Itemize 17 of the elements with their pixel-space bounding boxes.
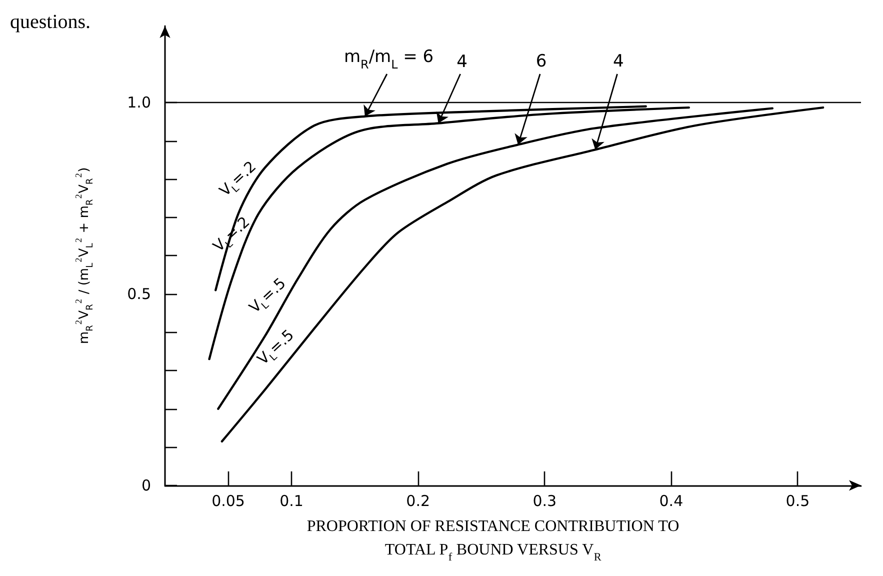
y-tick-label: 0.5 — [127, 284, 151, 303]
y-tick-label: 1.0 — [127, 94, 151, 112]
y-tick-label: 0 — [141, 476, 151, 494]
text: mR2VR2 / (mL2VL2 + mR2VR2) — [74, 167, 96, 344]
text: VL=.5 — [246, 274, 290, 317]
x-tick-label: 0.4 — [659, 492, 684, 510]
annotation: 4 — [456, 52, 468, 72]
text: VL=.5 — [254, 326, 298, 368]
x-tick-label: 0.05 — [212, 492, 245, 510]
x-tick-label: 0.2 — [406, 492, 430, 510]
x-tick-label: 0.1 — [280, 492, 304, 510]
x-tick-label: 0.5 — [786, 492, 810, 510]
text: VL=.2 — [216, 157, 260, 200]
text: questions. — [10, 11, 91, 33]
x-tick-label: 0.3 — [532, 492, 557, 510]
annotation: 6 — [536, 52, 547, 72]
annotation: 4 — [612, 52, 624, 72]
